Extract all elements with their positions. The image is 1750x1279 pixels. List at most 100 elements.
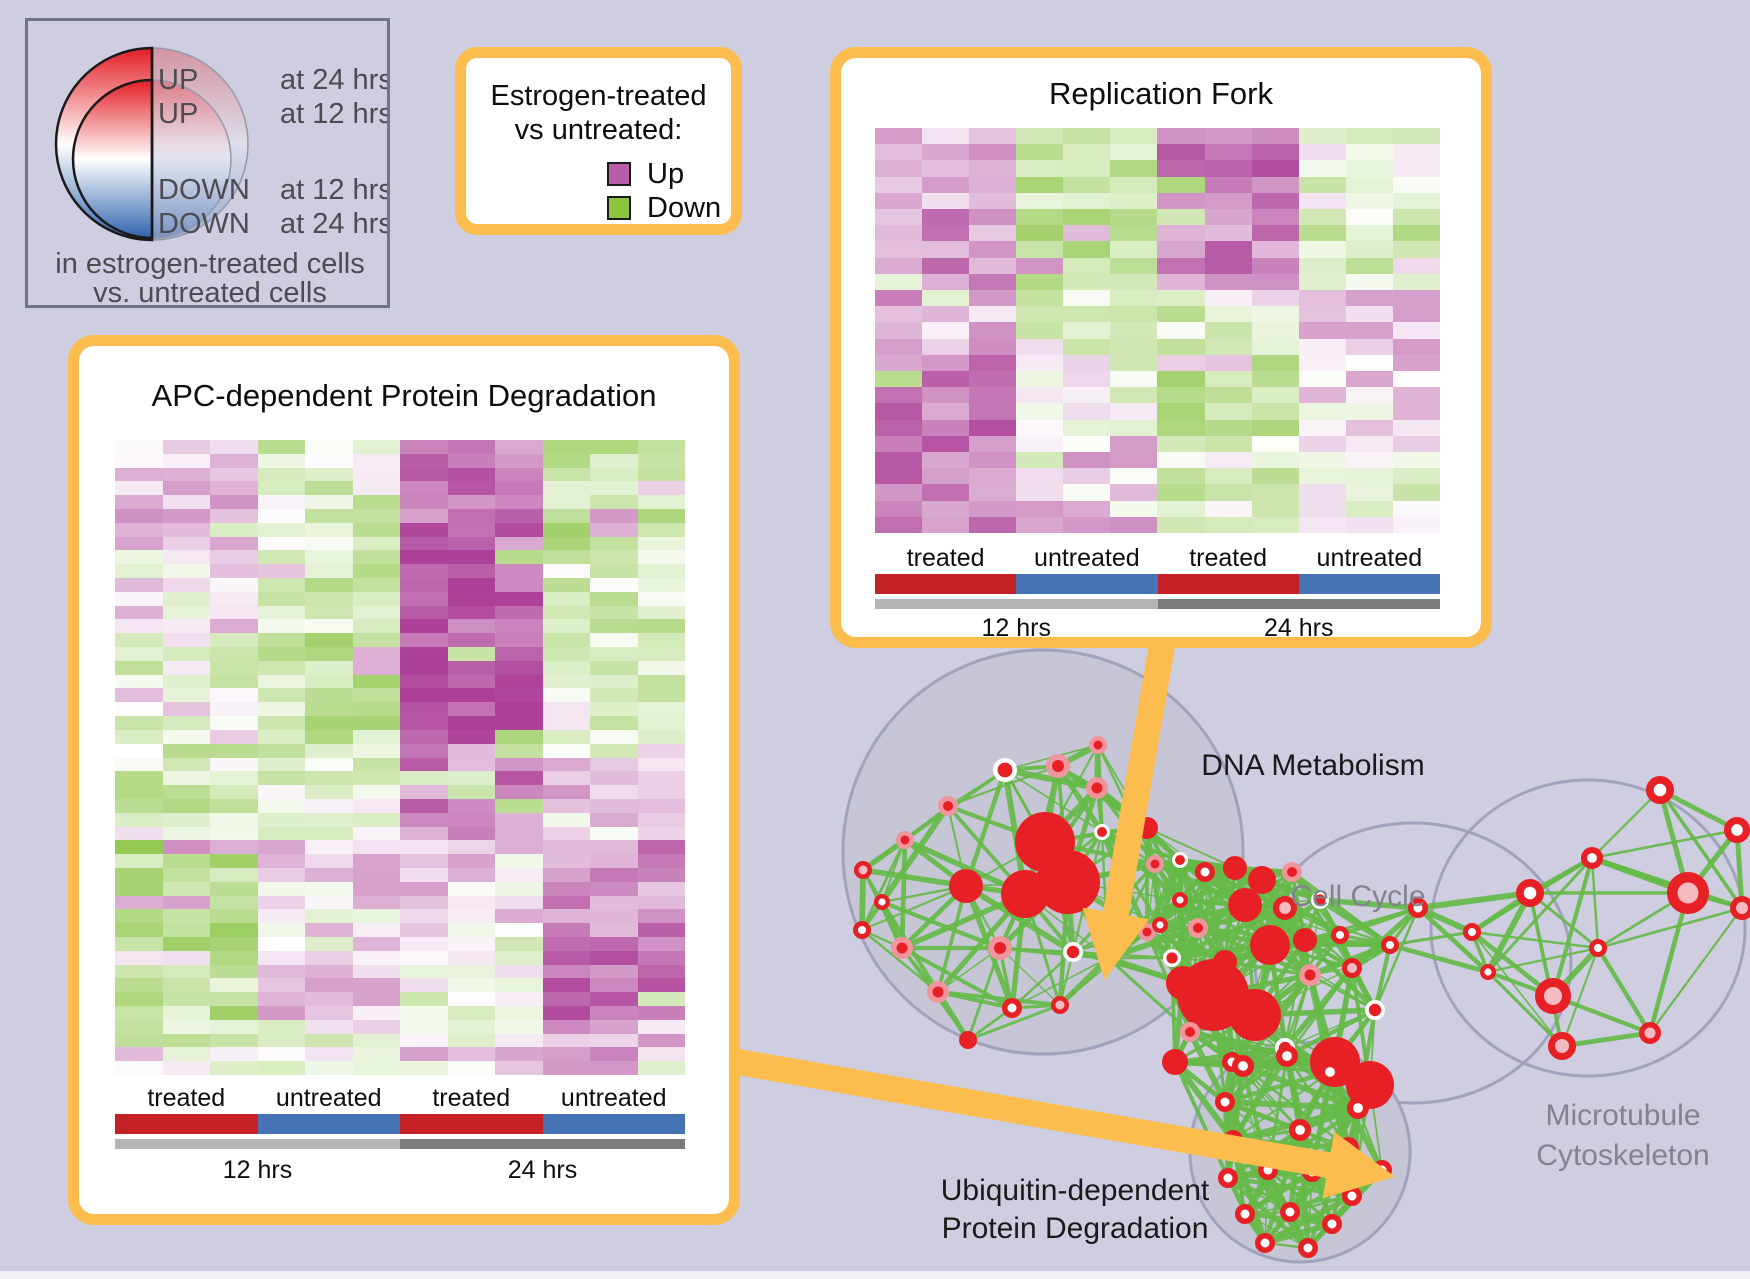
heatmap-cell	[495, 1005, 543, 1020]
heatmap-cell	[875, 306, 923, 323]
heatmap-cell	[1157, 338, 1205, 355]
heatmap-cell	[1016, 241, 1064, 258]
network-node	[1188, 918, 1208, 938]
heatmap-cell	[495, 467, 543, 482]
network-edge	[1244, 1213, 1309, 1249]
heatmap-cell	[352, 798, 400, 813]
heatmap-cell	[352, 1047, 400, 1062]
heatmap-cell	[257, 909, 305, 924]
heatmap-cell	[590, 605, 638, 620]
heatmap-cell	[495, 909, 543, 924]
heatmap-cell	[922, 176, 970, 193]
heatmap-cell	[210, 564, 258, 579]
heatmap-cell	[637, 591, 685, 606]
network-node	[938, 796, 958, 816]
heatmap-cell	[1298, 273, 1346, 290]
heatmap-cell	[352, 619, 400, 634]
heatmap-cell	[922, 144, 970, 161]
network-node	[1172, 852, 1188, 868]
heatmap-cell	[162, 826, 210, 841]
heatmap-cell	[1392, 257, 1440, 274]
heatmap-cell	[637, 743, 685, 758]
heatmap-cell	[400, 964, 448, 979]
heatmap-cell	[969, 144, 1017, 161]
heatmap-cell	[637, 453, 685, 468]
heatmap-cell	[210, 854, 258, 868]
heatmap-cell	[447, 1061, 495, 1075]
heatmap-cell	[210, 1005, 258, 1020]
heatmap-cell	[1110, 144, 1158, 161]
heatmap-cell	[637, 564, 685, 579]
heatmap-cell	[1110, 209, 1158, 226]
heatmap-cell	[257, 702, 305, 717]
heatmap-cell	[305, 495, 353, 510]
network-edge	[1590, 857, 1600, 949]
heatmap-cell	[115, 660, 163, 675]
network-node	[1645, 775, 1674, 804]
heatmap-cell	[969, 241, 1017, 258]
heatmap-cell	[542, 536, 590, 551]
heatmap-cell	[1063, 241, 1111, 258]
heatmap-cell	[210, 867, 258, 882]
network-node	[1218, 1168, 1238, 1188]
heatmap-cell	[637, 619, 685, 634]
heatmap-cell	[1110, 290, 1158, 307]
heatmap-cell	[162, 688, 210, 703]
heatmap-cell	[922, 354, 970, 371]
heatmap-cell	[637, 536, 685, 551]
heatmap-cell	[352, 688, 400, 703]
heatmap-cell	[352, 895, 400, 910]
heatmap-cell	[400, 619, 448, 634]
cluster-label: DNA Metabolism	[1201, 749, 1424, 782]
heatmap-cell	[352, 716, 400, 730]
heatmap-cell	[115, 619, 163, 634]
apc-condbar-treated-24	[400, 1114, 543, 1134]
heatmap-cell	[1298, 403, 1346, 420]
treatment-legend-box: Estrogen-treated vs untreated: Up Down	[455, 47, 742, 235]
heatmap-cell	[1345, 273, 1393, 290]
network-edge	[881, 900, 1001, 950]
heatmap-cell	[115, 467, 163, 482]
heatmap-cell	[922, 290, 970, 307]
heatmap-cell	[1392, 160, 1440, 177]
network-node	[1086, 777, 1108, 799]
heatmap-cell	[1298, 225, 1346, 242]
heatmap-cell	[495, 771, 543, 786]
heatmap-cell	[875, 452, 923, 469]
heatmap-cell	[447, 867, 495, 882]
network-nodes	[852, 736, 1750, 1258]
heatmap-cell	[257, 536, 305, 551]
heatmap-cell	[400, 674, 448, 689]
heatmap-cell	[257, 467, 305, 482]
heatmap-cell	[400, 1019, 448, 1034]
heatmap-cell	[1016, 387, 1064, 404]
heatmap-cell	[400, 1047, 448, 1062]
heatmap-cell	[1016, 160, 1064, 177]
heatmap-cell	[305, 936, 353, 951]
heatmap-cell	[495, 936, 543, 951]
heatmap-cell	[922, 516, 970, 533]
network-node	[1138, 923, 1156, 941]
heatmap-cell	[400, 743, 448, 758]
heatmap-cell	[1016, 290, 1064, 307]
heatmap-cell	[447, 785, 495, 799]
heatmap-cell	[305, 867, 353, 882]
panel-link-arrow-2	[735, 1049, 1395, 1199]
heatmap-cell	[210, 647, 258, 661]
heatmap-cell	[637, 978, 685, 993]
network-node	[1282, 862, 1302, 882]
heatmap-cell	[352, 826, 400, 841]
heatmap-cell	[1392, 387, 1440, 404]
heatmap-cell	[590, 495, 638, 510]
heatmap-cell	[1157, 128, 1205, 145]
heatmap-cell	[1204, 452, 1252, 469]
rf-timebar-24hrs	[1157, 599, 1440, 609]
heatmap-cell	[447, 840, 495, 855]
heatmap-cell	[447, 1005, 495, 1020]
network-node	[1639, 1022, 1661, 1044]
heatmap-cell	[162, 1033, 210, 1048]
network-edge	[1224, 1099, 1359, 1111]
heatmap-cell	[305, 440, 353, 454]
heatmap-cell	[922, 160, 970, 177]
heatmap-cell	[590, 688, 638, 703]
